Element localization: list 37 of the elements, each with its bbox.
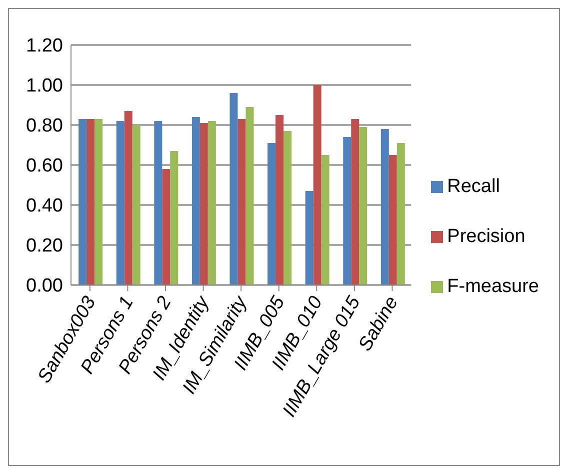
bar bbox=[200, 123, 208, 285]
bar bbox=[170, 151, 178, 285]
legend-label: F-measure bbox=[447, 276, 539, 297]
bar bbox=[305, 191, 314, 285]
bar bbox=[246, 107, 254, 285]
bar bbox=[321, 155, 330, 285]
bar bbox=[208, 121, 216, 285]
bar bbox=[276, 115, 284, 285]
y-tick-label: 0.00 bbox=[26, 276, 63, 297]
y-tick-label: 0.20 bbox=[26, 236, 63, 257]
bar bbox=[162, 169, 170, 285]
bar bbox=[124, 111, 132, 285]
bar bbox=[132, 125, 140, 285]
y-tick-label: 0.60 bbox=[26, 156, 63, 177]
bar bbox=[154, 121, 162, 285]
bar bbox=[313, 85, 322, 285]
bar bbox=[396, 143, 405, 285]
y-tick-label: 1.00 bbox=[26, 76, 63, 97]
bar bbox=[343, 137, 352, 285]
bar bbox=[230, 93, 238, 285]
bar bbox=[192, 117, 200, 285]
y-tick-label: 0.40 bbox=[26, 196, 63, 217]
bar bbox=[268, 143, 276, 285]
legend-label: Precision bbox=[447, 226, 526, 247]
bar bbox=[351, 119, 360, 285]
bar bbox=[86, 119, 95, 285]
bar bbox=[388, 155, 397, 285]
bar bbox=[94, 119, 103, 285]
legend-label: Recall bbox=[447, 176, 500, 197]
y-tick-label: 1.20 bbox=[26, 36, 63, 57]
bar bbox=[238, 119, 246, 285]
bar bbox=[380, 129, 389, 285]
y-tick-label: 0.80 bbox=[26, 116, 63, 137]
bar bbox=[284, 131, 292, 285]
bar bbox=[78, 119, 87, 285]
bar bbox=[359, 127, 368, 285]
bar bbox=[116, 121, 124, 285]
